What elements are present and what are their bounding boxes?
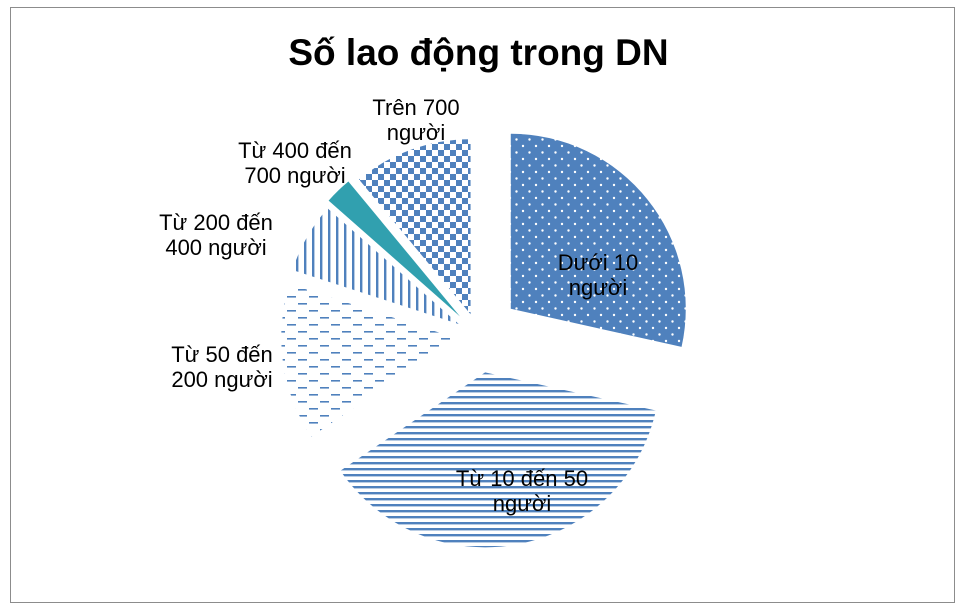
- pie-slice-tren-700-nguoi: [358, 139, 471, 315]
- slice-label-line: Trên 700: [372, 95, 459, 120]
- pie-slice-duoi-10-nguoi: [510, 133, 686, 347]
- slice-label-line: Từ 10 đến 50: [456, 466, 588, 491]
- slice-label-line: Từ 50 đến: [171, 342, 273, 367]
- slice-label-line: người: [493, 491, 552, 516]
- pie-slice-tu-50-den-200-nguoi: [281, 284, 457, 437]
- pie-slice-tu-10-den-50-nguoi: [340, 372, 656, 548]
- slice-label-line: Dưới 10: [558, 250, 639, 275]
- slice-label-line: Từ 400 đến: [238, 138, 352, 163]
- slice-label-tu-10-den-50-nguoi: Từ 10 đến 50 người: [456, 466, 588, 516]
- slice-label-line: người: [569, 275, 628, 300]
- pie-slices: [281, 133, 686, 548]
- pie-slice-tu-200-den-400-nguoi: [292, 208, 459, 325]
- pie-slice-tu-400-den-700-nguoi: [328, 181, 460, 317]
- slice-label-tren-700-nguoi: Trên 700 người: [372, 95, 459, 145]
- slice-label-line: Từ 200 đến: [159, 210, 273, 235]
- slice-label-line: 400 người: [165, 235, 266, 260]
- slice-label-line: người: [387, 120, 446, 145]
- slice-label-duoi-10-nguoi: Dưới 10 người: [558, 250, 639, 300]
- chart-title: Số lao động trong DN: [288, 32, 669, 73]
- slice-label-tu-50-den-200-nguoi: Từ 50 đến 200 người: [171, 342, 273, 392]
- slice-label-tu-200-den-400-nguoi: Từ 200 đến 400 người: [159, 210, 273, 260]
- slice-label-line: 200 người: [171, 367, 272, 392]
- slice-label-line: 700 người: [244, 163, 345, 188]
- slice-label-tu-400-den-700-nguoi: Từ 400 đến 700 người: [238, 138, 352, 188]
